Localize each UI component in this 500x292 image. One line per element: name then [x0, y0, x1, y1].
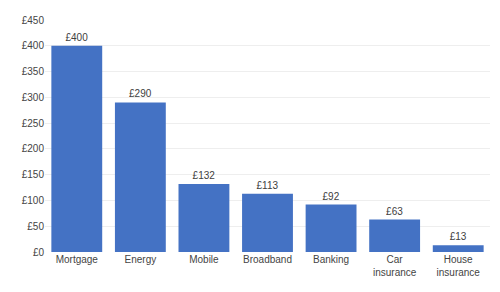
svg-text:£400: £400: [22, 40, 45, 51]
svg-text:£250: £250: [22, 118, 45, 129]
svg-text:£450: £450: [22, 15, 45, 26]
svg-text:Houseinsurance: Houseinsurance: [437, 254, 481, 278]
svg-text:£0: £0: [33, 247, 45, 258]
svg-text:£100: £100: [22, 195, 45, 206]
svg-text:£400: £400: [65, 32, 88, 43]
svg-text:£113: £113: [257, 180, 279, 191]
svg-text:Mobile: Mobile: [189, 254, 219, 265]
svg-text:Broadband: Broadband: [243, 254, 292, 265]
svg-text:£290: £290: [129, 88, 152, 99]
svg-text:£50: £50: [27, 221, 44, 232]
svg-text:Banking: Banking: [313, 254, 349, 265]
svg-text:£63: £63: [386, 206, 403, 217]
svg-text:Energy: Energy: [125, 254, 157, 265]
svg-text:£350: £350: [22, 66, 45, 77]
svg-text:£150: £150: [22, 169, 45, 180]
svg-text:£92: £92: [323, 191, 340, 202]
svg-text:£300: £300: [22, 92, 45, 103]
svg-text:£13: £13: [450, 231, 467, 242]
svg-text:£132: £132: [193, 170, 216, 181]
svg-text:Carinsurance: Carinsurance: [373, 254, 417, 278]
svg-text:£200: £200: [22, 143, 45, 154]
svg-text:Mortgage: Mortgage: [56, 254, 99, 265]
